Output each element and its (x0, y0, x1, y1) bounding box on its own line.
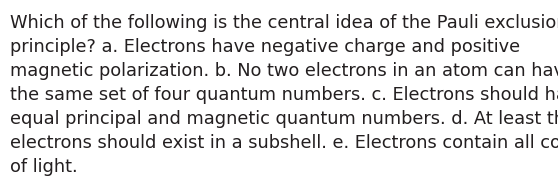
Text: magnetic polarization. b. No two electrons in an atom can have: magnetic polarization. b. No two electro… (10, 62, 558, 80)
Text: principle? a. Electrons have negative charge and positive: principle? a. Electrons have negative ch… (10, 38, 520, 56)
Text: of light.: of light. (10, 158, 78, 176)
Text: the same set of four quantum numbers. c. Electrons should have: the same set of four quantum numbers. c.… (10, 86, 558, 104)
Text: electrons should exist in a subshell. e. Electrons contain all colors: electrons should exist in a subshell. e.… (10, 134, 558, 152)
Text: Which of the following is the central idea of the Pauli exclusion: Which of the following is the central id… (10, 14, 558, 32)
Text: equal principal and magnetic quantum numbers. d. At least three: equal principal and magnetic quantum num… (10, 110, 558, 128)
